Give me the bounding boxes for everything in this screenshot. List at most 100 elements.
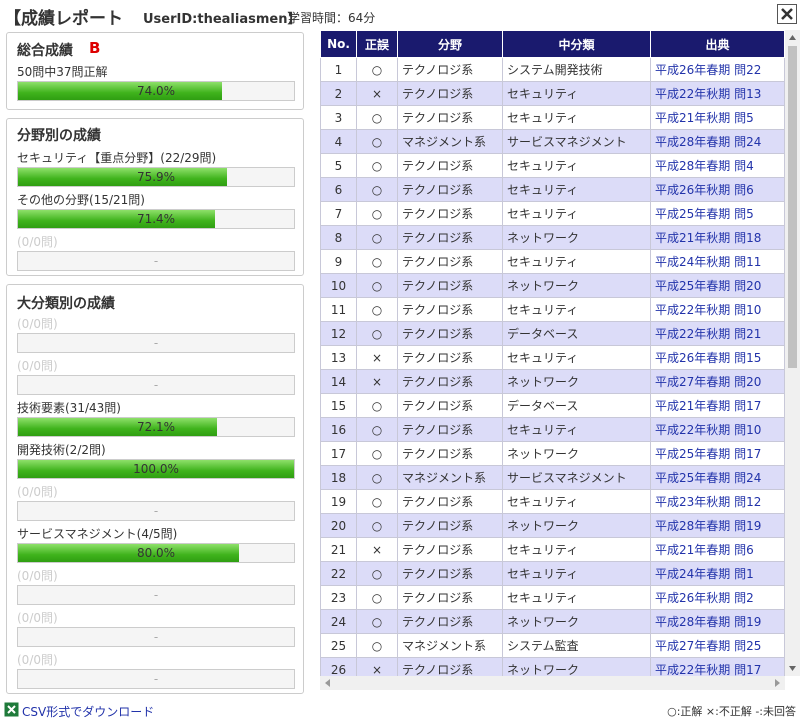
progress-bar: -: [17, 375, 295, 395]
csv-icon[interactable]: [4, 702, 19, 717]
field: テクノロジ系: [397, 177, 503, 202]
result: ○: [356, 297, 398, 322]
field: テクノロジ系: [397, 441, 503, 466]
field: テクノロジ系: [397, 369, 503, 394]
field: テクノロジ系: [397, 609, 503, 634]
subcategory: ネットワーク: [502, 369, 651, 394]
subcategory: データベース: [502, 321, 651, 346]
progress-label: 100.0%: [133, 462, 179, 476]
result: ×: [356, 369, 398, 394]
subcategory: セキュリティ: [502, 537, 651, 562]
subcategory: システム監査: [502, 633, 651, 658]
source: 平成25年春期 問24: [650, 465, 785, 490]
subcategory: ネットワーク: [502, 513, 651, 538]
result: ○: [356, 321, 398, 346]
table-row: 22 ○ テクノロジ系 セキュリティ 平成24年春期 問1: [320, 561, 785, 586]
progress-bar: 74.0%: [17, 81, 295, 101]
result: ○: [356, 129, 398, 154]
table-row: 13 × テクノロジ系 セキュリティ 平成26年春期 問15: [320, 345, 785, 370]
item-label: 開発技術(2/2問): [17, 443, 106, 457]
field: テクノロジ系: [397, 273, 503, 298]
progress-bar: -: [17, 585, 295, 605]
progress-fill: [18, 168, 228, 186]
table-row: 2 × テクノロジ系 セキュリティ 平成22年秋期 問13: [320, 81, 785, 106]
row-number: 24: [320, 609, 357, 634]
progress-bar: -: [17, 501, 295, 521]
row-number: 16: [320, 417, 357, 442]
subcategory: システム開発技術: [502, 57, 651, 82]
progress-fill: [18, 418, 217, 436]
source: 平成24年春期 問1: [650, 561, 785, 586]
column-header: 出典: [650, 30, 785, 58]
column-header: 分野: [397, 30, 503, 58]
row-number: 12: [320, 321, 357, 346]
source: 平成26年秋期 問2: [650, 585, 785, 610]
item-label: (0/0問): [17, 653, 58, 667]
row-number: 19: [320, 489, 357, 514]
scrollbars[interactable]: [320, 30, 800, 692]
row-number: 25: [320, 633, 357, 658]
result: ○: [356, 393, 398, 418]
result: ○: [356, 465, 398, 490]
column-header: 中分類: [502, 30, 651, 58]
row-number: 26: [320, 657, 357, 676]
source: 平成28年春期 問19: [650, 609, 785, 634]
progress-label: 75.9%: [136, 170, 176, 184]
progress-label: -: [153, 672, 159, 686]
result-table-container: No. 正誤 分野 中分類 出典 1 ○ テクノロジ系 システム開発技術 平成26年春期 問22 2…: [320, 30, 785, 676]
field: テクノロジ系: [397, 561, 503, 586]
result: ○: [356, 225, 398, 250]
row-number: 3: [320, 105, 357, 130]
row-number: 20: [320, 513, 357, 538]
field-panel: 分野別の成績 セキュリティ【重点分野】(22/29問) 75.9% その他の分野(1…: [6, 118, 304, 276]
result: ○: [356, 177, 398, 202]
table-row: 10 ○ テクノロジ系 ネットワーク 平成25年春期 問20: [320, 273, 785, 298]
result-table: No. 正誤 分野 中分類 出典 1 ○ テクノロジ系 システム開発技術 平成26年春期 問22 2…: [320, 30, 785, 676]
progress-bar: 80.0%: [17, 543, 295, 563]
table-row: 8 ○ テクノロジ系 ネットワーク 平成21年秋期 問18: [320, 225, 785, 250]
progress-fill: [18, 544, 239, 562]
item-label: (0/0問): [17, 569, 58, 583]
source: 平成26年春期 問22: [650, 57, 785, 82]
close-button[interactable]: [777, 4, 797, 24]
legend: ○:正解 ×:不正解 -:未回答: [667, 705, 796, 718]
table-row: 17 ○ テクノロジ系 ネットワーク 平成25年春期 問17: [320, 441, 785, 466]
field: テクノロジ系: [397, 153, 503, 178]
panel-title: 大分類別の成績: [17, 296, 115, 312]
table-row: 4 ○ マネジメント系 サービスマネジメント 平成28年春期 問24: [320, 129, 785, 154]
item-label: サービスマネジメント(4/5問): [17, 527, 178, 541]
row-number: 4: [320, 129, 357, 154]
progress-bar: 75.9%: [17, 167, 295, 187]
result: ○: [356, 153, 398, 178]
row-number: 10: [320, 273, 357, 298]
progress-label: -: [153, 254, 159, 268]
field: テクノロジ系: [397, 321, 503, 346]
item-label: セキュリティ【重点分野】(22/29問): [17, 151, 217, 165]
result: ○: [356, 609, 398, 634]
field: テクノロジ系: [397, 201, 503, 226]
grade: B: [89, 39, 101, 57]
row-number: 1: [320, 57, 357, 82]
column-header: No.: [320, 30, 357, 58]
field: テクノロジ系: [397, 393, 503, 418]
subcategory: セキュリティ: [502, 585, 651, 610]
category-panel: 大分類別の成績 (0/0問) - (0/0問) - 技術要素(31/43問) 72.1% 開…: [6, 284, 304, 694]
subcategory: ネットワーク: [502, 273, 651, 298]
progress-label: -: [153, 504, 159, 518]
table-row: 16 ○ テクノロジ系 セキュリティ 平成22年秋期 問10: [320, 417, 785, 442]
field: マネジメント系: [397, 465, 503, 490]
item-label: (0/0問): [17, 317, 58, 331]
field: テクノロジ系: [397, 225, 503, 250]
progress-fill: [18, 210, 216, 228]
subcategory: セキュリティ: [502, 489, 651, 514]
subcategory: セキュリティ: [502, 561, 651, 586]
csv-download-link[interactable]: CSV形式でダウンロード: [22, 705, 155, 719]
source: 平成21年秋期 問18: [650, 225, 785, 250]
result: ○: [356, 561, 398, 586]
progress-label: -: [153, 378, 159, 392]
table-row: 6 ○ テクノロジ系 セキュリティ 平成26年秋期 問6: [320, 177, 785, 202]
source: 平成24年秋期 問11: [650, 249, 785, 274]
column-header: 正誤: [356, 30, 398, 58]
progress-bar: -: [17, 251, 295, 271]
progress-bar: 100.0%: [17, 459, 295, 479]
